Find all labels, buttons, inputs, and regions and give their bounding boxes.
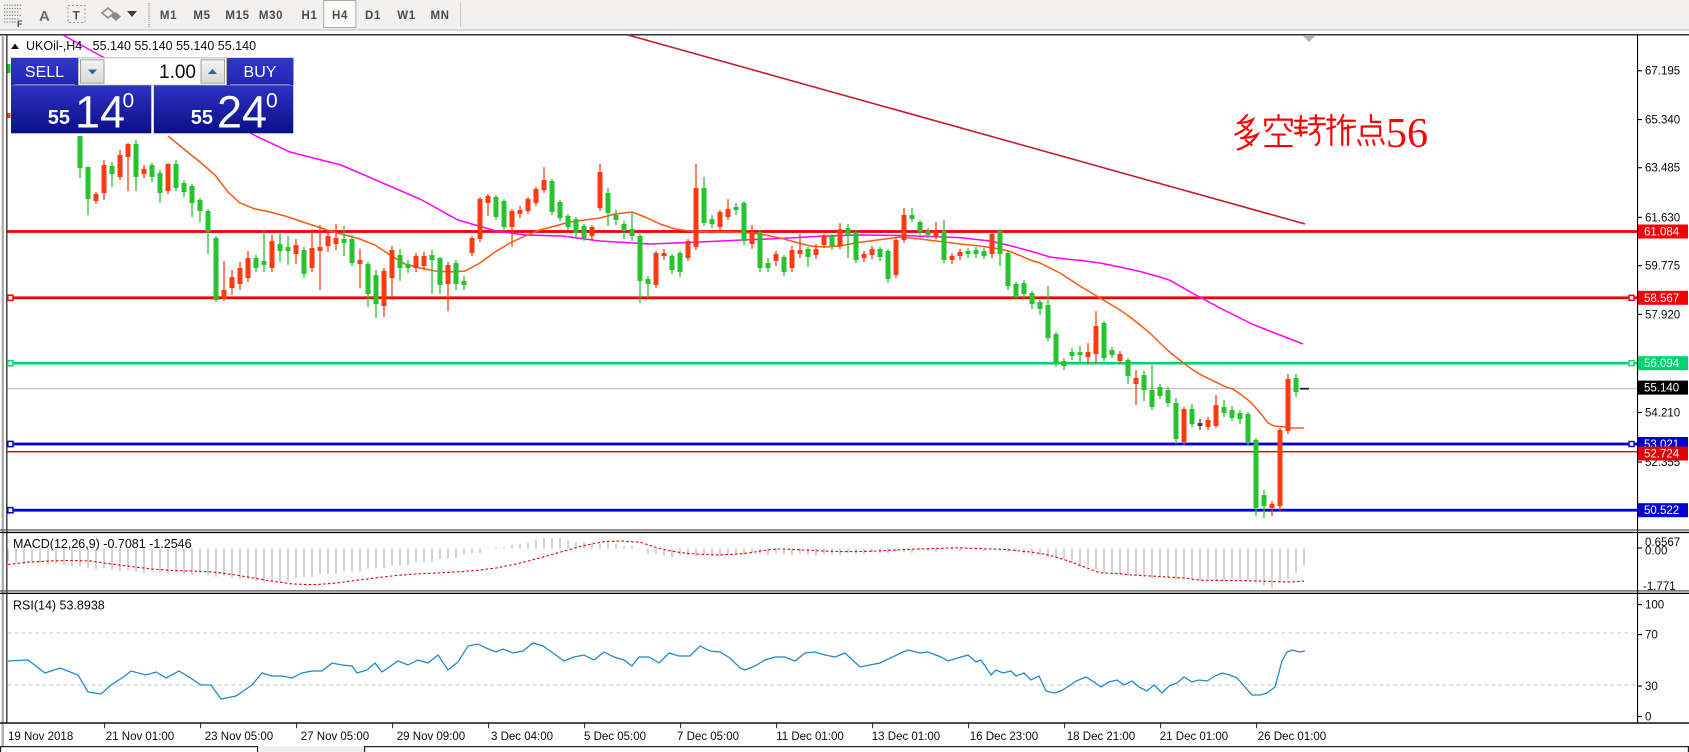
svg-text:70: 70 (1645, 630, 1658, 642)
svg-text:0.6567: 0.6567 (1645, 537, 1680, 549)
svg-text:-1.771: -1.771 (1643, 581, 1676, 593)
svg-text:14: 14 (75, 87, 125, 138)
svg-text:MACD(12,26,9) -0.7081 -1.2546: MACD(12,26,9) -0.7081 -1.2546 (13, 537, 192, 551)
svg-text:MN: MN (430, 10, 449, 22)
svg-text:21 Nov 01:00: 21 Nov 01:00 (106, 731, 174, 743)
svg-text:A: A (39, 8, 50, 25)
svg-text:26 Dec 01:00: 26 Dec 01:00 (1258, 731, 1326, 743)
svg-text:100: 100 (1645, 600, 1664, 612)
svg-text:21 Dec 01:00: 21 Dec 01:00 (1160, 731, 1228, 743)
svg-text:3 Dec 04:00: 3 Dec 04:00 (491, 731, 553, 743)
svg-text:W1: W1 (397, 10, 415, 22)
svg-text:0: 0 (123, 90, 135, 113)
svg-text:M1: M1 (160, 10, 177, 22)
svg-text:16 Dec 23:00: 16 Dec 23:00 (970, 731, 1038, 743)
svg-text:BUY: BUY (244, 64, 277, 81)
svg-text:H1: H1 (302, 10, 318, 22)
svg-text:63.485: 63.485 (1645, 163, 1680, 175)
svg-text:29 Nov 09:00: 29 Nov 09:00 (397, 731, 465, 743)
svg-text:55.140: 55.140 (1644, 383, 1679, 395)
svg-text:13 Dec 01:00: 13 Dec 01:00 (872, 731, 940, 743)
svg-text:T: T (73, 9, 81, 23)
svg-text:24: 24 (217, 87, 267, 138)
svg-text:50.522: 50.522 (1644, 505, 1679, 517)
svg-text:M15: M15 (225, 10, 249, 22)
svg-text:65.340: 65.340 (1645, 115, 1680, 127)
svg-text:M30: M30 (259, 10, 283, 22)
svg-text:F: F (17, 19, 23, 29)
svg-text:56.094: 56.094 (1644, 358, 1680, 370)
svg-text:5 Dec 05:00: 5 Dec 05:00 (584, 731, 646, 743)
svg-text:61.084: 61.084 (1644, 227, 1680, 239)
svg-text:52.724: 52.724 (1644, 449, 1680, 461)
svg-text:11 Dec 01:00: 11 Dec 01:00 (776, 731, 844, 743)
svg-text:58.567: 58.567 (1644, 293, 1679, 305)
svg-text:H4: H4 (332, 10, 348, 22)
svg-text:0: 0 (266, 90, 278, 113)
svg-text:UKOil-,H4 55.140 55.140 55.1: UKOil-,H4 55.140 55.140 55.140 55.140 (26, 39, 256, 53)
svg-text:27 Nov 05:00: 27 Nov 05:00 (301, 731, 369, 743)
svg-text:7 Dec 05:00: 7 Dec 05:00 (677, 731, 739, 743)
svg-text:30: 30 (1645, 681, 1658, 693)
svg-text:1.00: 1.00 (159, 62, 196, 83)
svg-text:23 Nov 05:00: 23 Nov 05:00 (205, 731, 273, 743)
svg-text:RSI(14) 53.8938: RSI(14) 53.8938 (13, 599, 105, 613)
svg-text:56: 56 (1386, 111, 1428, 157)
svg-text:19 Nov 2018: 19 Nov 2018 (8, 731, 73, 743)
svg-text:55: 55 (48, 107, 70, 129)
svg-text:0: 0 (1645, 712, 1651, 724)
svg-text:54.210: 54.210 (1645, 408, 1680, 420)
svg-text:D1: D1 (365, 10, 381, 22)
svg-text:67.195: 67.195 (1645, 66, 1680, 78)
svg-text:0.00: 0.00 (1645, 546, 1667, 558)
svg-text:57.920: 57.920 (1645, 309, 1680, 321)
svg-text:M5: M5 (193, 10, 210, 22)
svg-text:18 Dec 21:00: 18 Dec 21:00 (1067, 731, 1135, 743)
svg-text:59.775: 59.775 (1645, 261, 1680, 273)
svg-text:SELL: SELL (25, 64, 64, 81)
svg-text:61.630: 61.630 (1645, 212, 1680, 224)
svg-text:55: 55 (191, 107, 213, 129)
